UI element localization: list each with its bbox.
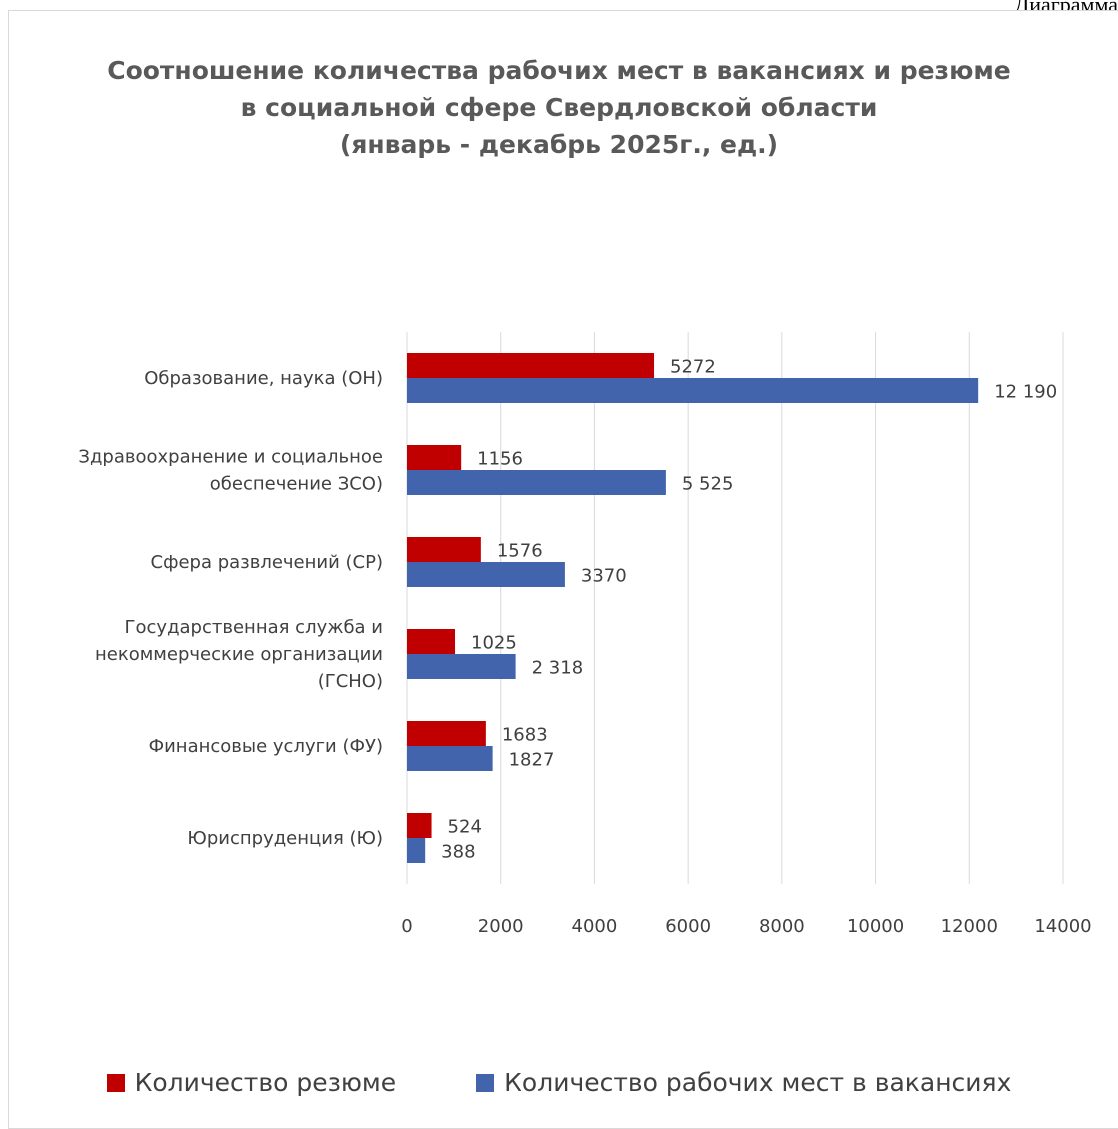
bar-vacancy-4 (407, 746, 493, 771)
x-tick-label-3: 6000 (665, 916, 711, 937)
data-label-resume-1: 1156 (477, 449, 523, 470)
legend-swatch-resume (106, 1073, 125, 1092)
data-label-resume-4: 1683 (502, 725, 548, 746)
data-label-vacancy-2: 3370 (581, 566, 627, 587)
x-tick-label-4: 8000 (759, 916, 805, 937)
x-tick-label-7: 14000 (1034, 916, 1091, 937)
category-label-2-0: Сфера развлечений (СР) (151, 552, 384, 573)
legend-item-vacancy: Количество рабочих мест в вакансиях (476, 1068, 1011, 1097)
legend-item-resume: Количество резюме (106, 1068, 397, 1097)
bar-vacancy-3 (407, 654, 516, 679)
data-label-vacancy-3: 2 318 (532, 658, 584, 679)
legend-label-resume: Количество резюме (134, 1068, 397, 1097)
bar-resume-0 (407, 353, 655, 378)
data-label-vacancy-4: 1827 (509, 750, 555, 771)
bar-resume-1 (407, 445, 462, 470)
data-label-resume-3: 1025 (471, 633, 517, 654)
legend: Количество резюме Количество рабочих мес… (0, 1068, 1118, 1097)
data-label-resume-0: 5272 (670, 357, 716, 378)
category-label-3-0: Государственная служба и (125, 617, 383, 638)
x-tick-label-2: 4000 (572, 916, 618, 937)
x-tick-label-5: 10000 (847, 916, 904, 937)
chart-title-line-3: (январь - декабрь 2025г., ед.) (339, 130, 779, 159)
legend-swatch-vacancy (476, 1073, 495, 1092)
data-label-vacancy-5: 388 (441, 842, 475, 863)
bar-resume-2 (407, 537, 481, 562)
category-label-3-1: некоммерческие организации (95, 644, 383, 665)
category-label-5-0: Юриспруденция (Ю) (187, 828, 383, 849)
bar-resume-4 (407, 721, 486, 746)
x-tick-label-1: 2000 (478, 916, 524, 937)
chart-title-line-1: Соотношение количества рабочих мест в ва… (107, 56, 1011, 85)
bar-vacancy-2 (407, 562, 565, 587)
data-label-resume-5: 524 (448, 817, 482, 838)
x-tick-label-6: 12000 (941, 916, 998, 937)
bar-vacancy-1 (407, 470, 666, 495)
legend-label-vacancy: Количество рабочих мест в вакансиях (504, 1068, 1012, 1097)
bar-vacancy-0 (407, 378, 979, 403)
data-label-vacancy-1: 5 525 (682, 474, 734, 495)
category-label-0-0: Образование, наука (ОН) (144, 368, 383, 389)
bar-resume-5 (407, 813, 432, 838)
category-label-4-0: Финансовые услуги (ФУ) (149, 736, 383, 757)
x-tick-label-0: 0 (401, 916, 412, 937)
bar-vacancy-5 (407, 838, 426, 863)
data-label-resume-2: 1576 (497, 541, 543, 562)
category-label-3-2: (ГСНО) (318, 671, 383, 692)
chart-title-line-2: в социальной сфере Свердловской области (240, 93, 878, 122)
data-label-vacancy-0: 12 190 (994, 382, 1057, 403)
category-label-1-1: обеспечение ЗСО) (210, 474, 383, 495)
bar-resume-3 (407, 629, 456, 654)
chart-title: Соотношение количества рабочих мест в ва… (0, 52, 1118, 163)
category-label-1-0: Здравоохранение и социальное (78, 447, 383, 468)
